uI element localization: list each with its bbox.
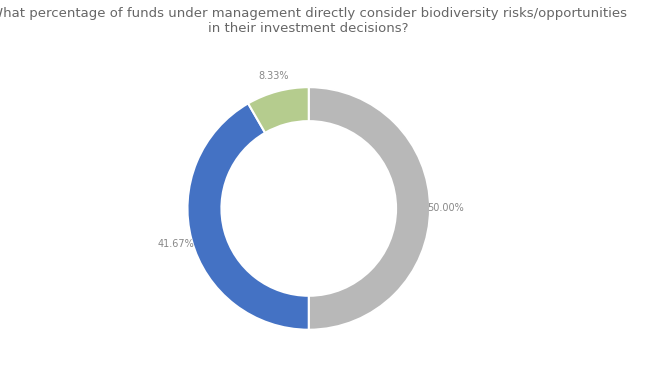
Text: 8.33%: 8.33% xyxy=(258,71,289,81)
Text: 41.67%: 41.67% xyxy=(158,239,195,249)
Text: 50.00%: 50.00% xyxy=(428,204,464,213)
Title: What percentage of funds under management directly consider biodiversity risks/o: What percentage of funds under managemen… xyxy=(0,7,627,35)
Wedge shape xyxy=(187,103,309,330)
Wedge shape xyxy=(248,87,309,133)
Wedge shape xyxy=(309,87,430,330)
